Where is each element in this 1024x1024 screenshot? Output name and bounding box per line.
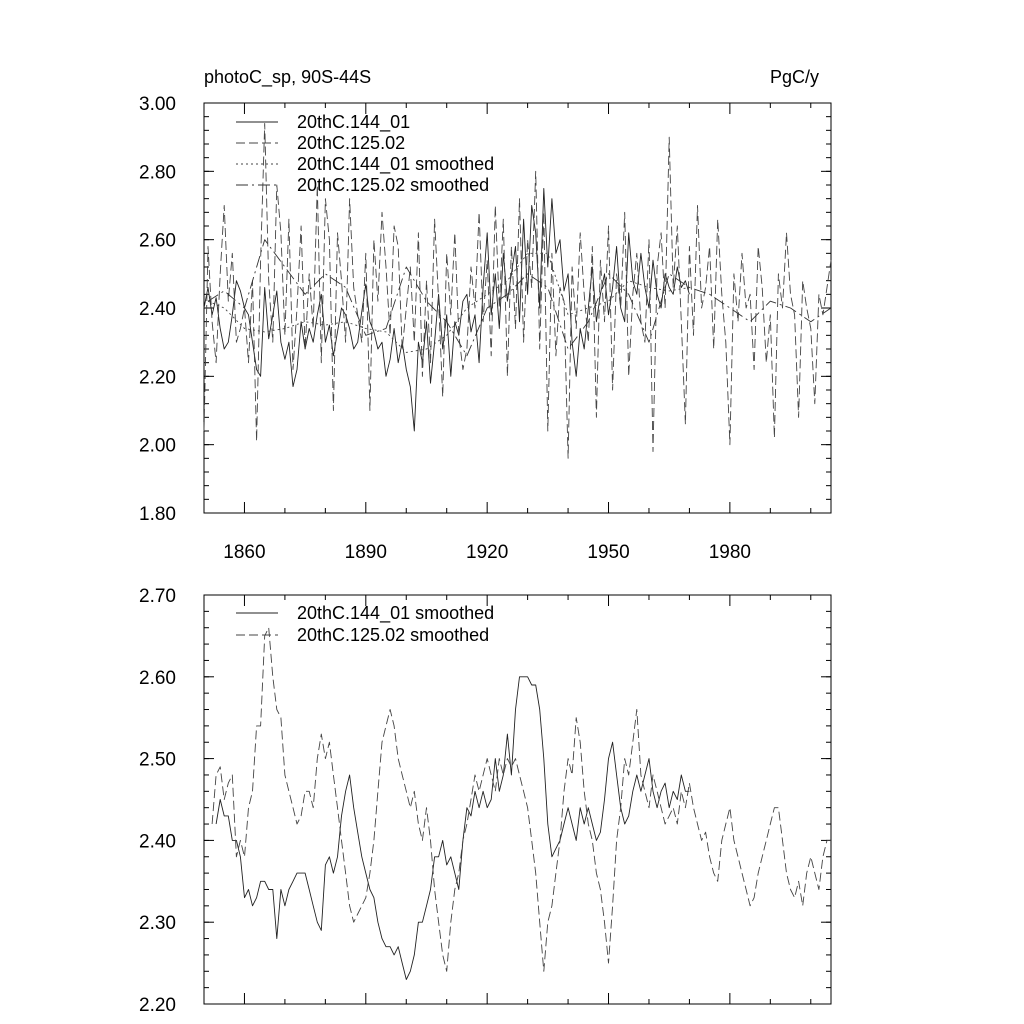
y-tick-label: 2.40 — [139, 299, 176, 320]
plot-frame — [203, 594, 832, 1005]
y-tick-label: 2.60 — [139, 668, 176, 689]
units-label: PgC/y — [770, 67, 819, 87]
legend-label: 20thC.125.02 smoothed — [297, 175, 489, 195]
y-tick-label: 3.00 — [139, 94, 176, 115]
x-tick-label: 1920 — [466, 542, 508, 563]
series-line — [211, 627, 831, 972]
x-tick-label: 1860 — [223, 542, 265, 563]
y-tick-label: 2.00 — [139, 436, 176, 457]
legend-label: 20thC.125.02 — [297, 133, 405, 153]
series-line — [203, 187, 690, 432]
series-line — [207, 252, 690, 353]
y-tick-label: 2.70 — [139, 586, 176, 607]
legend-label: 20thC.125.02 smoothed — [297, 625, 489, 645]
y-tick-label: 2.20 — [139, 995, 176, 1016]
y-tick-label: 2.40 — [139, 831, 176, 852]
y-tick-label: 2.60 — [139, 231, 176, 252]
series-line — [215, 676, 690, 980]
legend-label: 20thC.144_01 — [297, 112, 410, 133]
legend-label: 20thC.144_01 smoothed — [297, 603, 494, 624]
chart-title: photoC_sp, 90S-44S — [204, 67, 371, 88]
legend-label: 20thC.144_01 smoothed — [297, 154, 494, 175]
x-tick-label: 1950 — [587, 542, 629, 563]
y-tick-label: 2.30 — [139, 913, 176, 934]
x-tick-label: 1890 — [345, 542, 387, 563]
y-tick-label: 1.80 — [139, 504, 176, 525]
x-tick-label: 1980 — [709, 542, 751, 563]
y-tick-label: 2.20 — [139, 367, 176, 388]
y-tick-label: 2.50 — [139, 750, 176, 771]
y-tick-label: 2.80 — [139, 162, 176, 183]
series-line — [207, 239, 832, 357]
top-panel: photoC_sp, 90S-44S PgC/y 3.00 2.80 2.60 2.4… — [139, 67, 832, 563]
bottom-panel: 2.70 2.60 2.50 2.40 2.30 2.20 20thC.144_01 smo… — [139, 586, 832, 1016]
series-line — [203, 123, 832, 459]
